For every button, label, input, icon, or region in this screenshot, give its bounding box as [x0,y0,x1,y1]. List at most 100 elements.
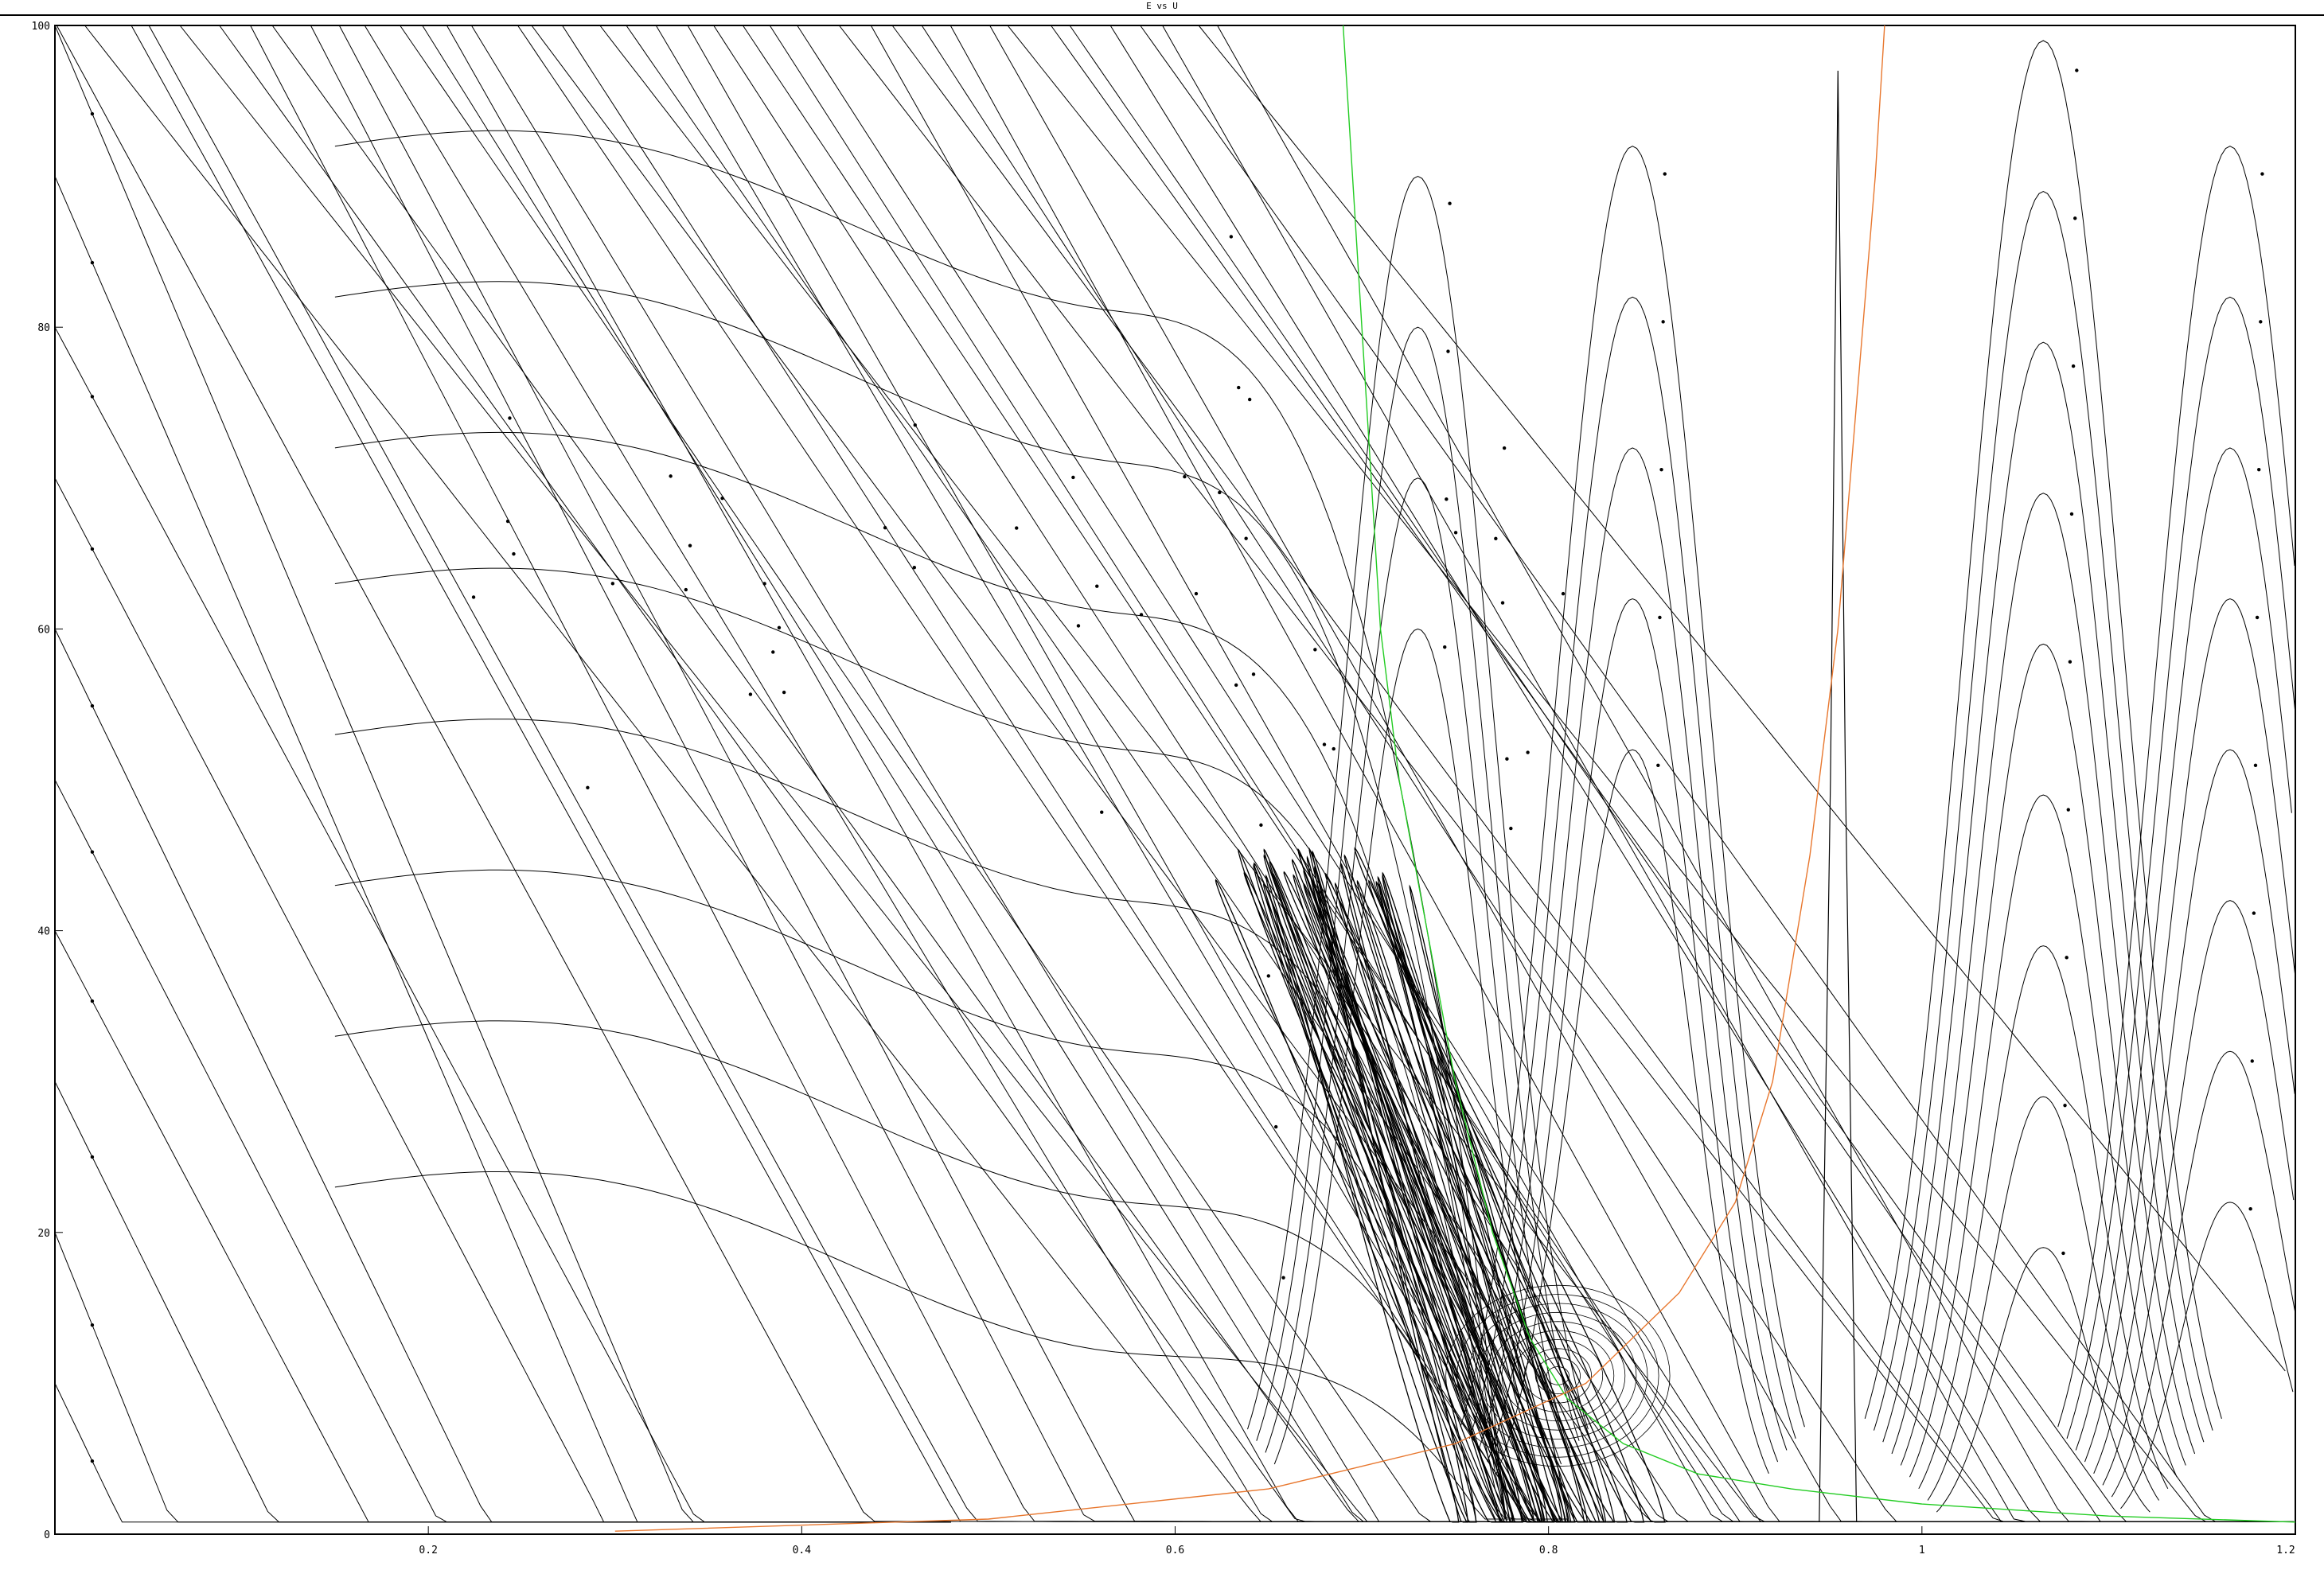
wave-trajectory [334,281,1568,1520]
trajectory-marker [1095,584,1099,588]
limit-cycle-loop [1253,863,1477,1523]
left-start-trajectory [54,930,951,1523]
trajectory-marker [1244,536,1248,540]
trajectory-marker [2260,172,2264,176]
descending-trajectory [655,25,2001,1522]
descending-trajectory [1140,25,2295,1522]
descending-trajectory [1051,25,2295,1522]
descending-trajectory [742,25,2088,1522]
limit-cycle-loop [1303,869,1546,1523]
arch-trajectory [2084,598,2296,1463]
spiral-loop [1523,1348,1592,1404]
descending-trajectory [1162,25,2295,1522]
arch-trajectory [1927,1096,2160,1501]
arch-trajectory [1273,628,1562,1465]
x-tick-label: 1.2 [2276,1545,2295,1556]
axis-ticks: 0.2 0.4 0.6 0.8 1 1.2 0 20 40 60 80 100 [32,21,2296,1556]
trajectory-marker [508,416,512,420]
limit-cycle-loop [1340,862,1524,1523]
trajectory-marker [748,692,753,696]
limit-cycle-loop [1283,871,1601,1523]
arch-trajectory [1478,447,1788,1451]
spiral-loop [1501,1330,1615,1422]
trajectory-marker [771,650,775,654]
spiral-loop [1546,1366,1569,1385]
arch-trajectory [2075,447,2292,1451]
x-tick-label: 0.2 [419,1545,437,1556]
window-title: E vs U [1146,1,1178,11]
arch-trajectory [2093,749,2295,1474]
trajectory-marker [1322,742,1327,746]
window-titlebar: E vs U [0,0,2324,16]
descending-trajectory [921,25,2267,1522]
trajectory-marker [2248,1207,2252,1211]
trajectory-marker [1494,536,1498,541]
trajectory-marker [512,551,516,556]
trajectory-marker [1453,531,1458,535]
descending-trajectory [891,25,2237,1522]
descending-trajectory [56,25,1402,1522]
trajectory-marker [90,111,95,116]
arch-trajectory [1918,945,2169,1490]
trajectory-marker [1247,397,1252,402]
trajectory-marker [2066,808,2070,812]
wave-trajectory [334,719,1568,1520]
arch-trajectory [1265,477,1571,1453]
limit-cycle-loop [1356,879,1589,1523]
limit-cycle-loop [1368,879,1645,1523]
trajectory-marker [2071,364,2076,368]
trajectory-marker [90,703,95,708]
trajectory-marker [1656,763,1660,767]
descending-trajectory [989,25,2290,1522]
y-tick-label: 40 [37,926,50,938]
arch-trajectory [2120,1202,2294,1510]
trajectory-marker [2255,615,2260,620]
trajectory-marker [586,785,590,790]
trajectory-marker [2257,467,2261,472]
limit-cycle-loop [1375,880,1616,1523]
limit-cycle-loop [1303,882,1576,1523]
trajectory-marker [90,1155,95,1159]
arch-trajectory [1468,296,1796,1439]
limit-cycle-loop [1308,847,1511,1523]
trajectory-marker [2065,956,2069,960]
trajectory-marker [669,474,673,478]
descending-trajectory [517,25,1862,1522]
trajectory-marker [1266,974,1270,978]
limit-cycle-loop [1263,882,1508,1523]
trajectory-marker [1332,746,1336,751]
limit-cycle-loop [1297,847,1570,1523]
limit-cycle-loop [1269,860,1567,1523]
trajectory-marker [1273,1124,1278,1129]
descending-trajectory [271,25,1617,1522]
arch-trajectory [2066,296,2296,1439]
trajectory-marker [1561,591,1566,596]
left-start-trajectory [54,1081,951,1523]
trajectory-marker [2252,911,2256,915]
descending-trajectory [769,25,2115,1522]
trajectory-marker [1100,810,1104,814]
spiral-loop [1512,1338,1604,1412]
trajectory-marker [1526,750,1530,754]
y-tick-label: 80 [37,322,50,334]
trajectory-marker [90,1323,95,1327]
trajectory-marker [1183,474,1187,479]
trajectory-marker [2250,1059,2254,1063]
trajectory-marker [2073,216,2077,220]
descending-trajectory [131,25,1476,1522]
trajectory-marker [2075,68,2079,72]
trajectory-marker [2068,660,2072,664]
trajectory-marker [2069,512,2074,516]
trajectory-marker [2253,763,2258,767]
arch-trajectory [1891,493,2196,1455]
trajectory-marker [1259,823,1263,828]
x-tick-label: 1 [1919,1545,1925,1556]
trajectory-marker [777,625,782,629]
spiral-loop [1479,1311,1637,1440]
trajectory-marker [1194,591,1199,596]
descending-trajectory [713,25,2058,1522]
trajectory-marker [883,526,887,530]
arch-trajectory [1487,598,1779,1463]
arch-trajectory [2111,1050,2296,1498]
